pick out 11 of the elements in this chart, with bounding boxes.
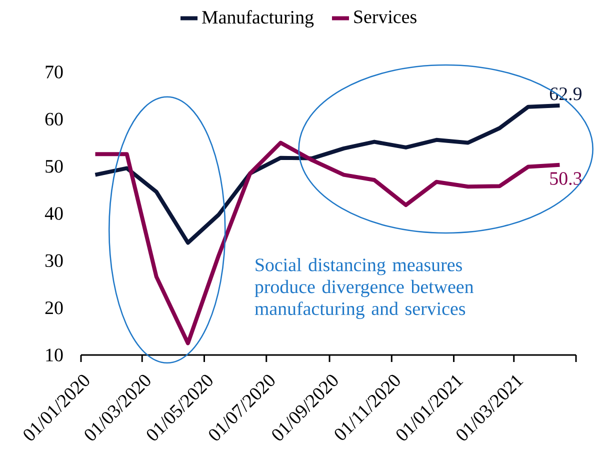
y-tick-label: 30 (45, 254, 63, 268)
y-tick-label: 60 (45, 112, 63, 126)
y-tick-label: 50 (46, 160, 63, 173)
y-tick-label: 40 (44, 207, 63, 220)
annotation: Social distancing measures produce divergence between manufacturing and services (254, 258, 474, 320)
legend-label: Services (354, 10, 416, 24)
legend-label: Manufacturing (202, 10, 314, 28)
data-label: 50.3 (550, 172, 582, 185)
y-tick-label: 70 (46, 66, 63, 78)
y-tick-label: 10 (46, 348, 63, 362)
y-tick-label: 20 (45, 301, 63, 314)
